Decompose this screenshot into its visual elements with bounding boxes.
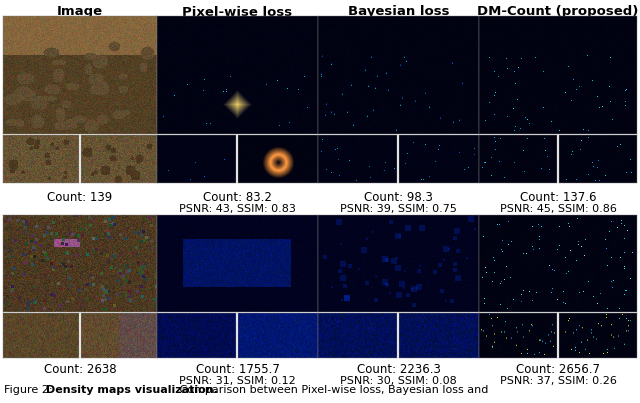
Text: PSNR: 43, SSIM: 0.83: PSNR: 43, SSIM: 0.83 xyxy=(179,204,296,214)
Text: Bayesian loss: Bayesian loss xyxy=(348,6,449,19)
Text: PSNR: 31, SSIM: 0.12: PSNR: 31, SSIM: 0.12 xyxy=(179,376,296,386)
Text: Count: 98.3: Count: 98.3 xyxy=(364,191,433,204)
Text: Count: 83.2: Count: 83.2 xyxy=(203,191,272,204)
Text: Count: 137.6: Count: 137.6 xyxy=(520,191,596,204)
Text: Comparison between Pixel-wise loss, Bayesian loss and: Comparison between Pixel-wise loss, Baye… xyxy=(175,385,488,395)
Text: Count: 2656.7: Count: 2656.7 xyxy=(516,363,600,376)
Text: PSNR: 39, SSIM: 0.75: PSNR: 39, SSIM: 0.75 xyxy=(340,204,457,214)
Text: Pixel-wise loss: Pixel-wise loss xyxy=(182,6,292,19)
Text: Figure 2:: Figure 2: xyxy=(4,385,56,395)
Text: DM-Count (proposed): DM-Count (proposed) xyxy=(477,6,639,19)
Text: PSNR: 45, SSIM: 0.86: PSNR: 45, SSIM: 0.86 xyxy=(500,204,616,214)
Text: Count: 2638: Count: 2638 xyxy=(44,363,116,376)
Text: PSNR: 37, SSIM: 0.26: PSNR: 37, SSIM: 0.26 xyxy=(500,376,616,386)
Text: Density maps visualization.: Density maps visualization. xyxy=(46,385,218,395)
Text: Image: Image xyxy=(57,6,103,19)
Text: Count: 139: Count: 139 xyxy=(47,191,113,204)
Text: PSNR: 30, SSIM: 0.08: PSNR: 30, SSIM: 0.08 xyxy=(340,376,457,386)
Text: Count: 1755.7: Count: 1755.7 xyxy=(196,363,280,376)
Text: Count: 2236.3: Count: 2236.3 xyxy=(356,363,440,376)
